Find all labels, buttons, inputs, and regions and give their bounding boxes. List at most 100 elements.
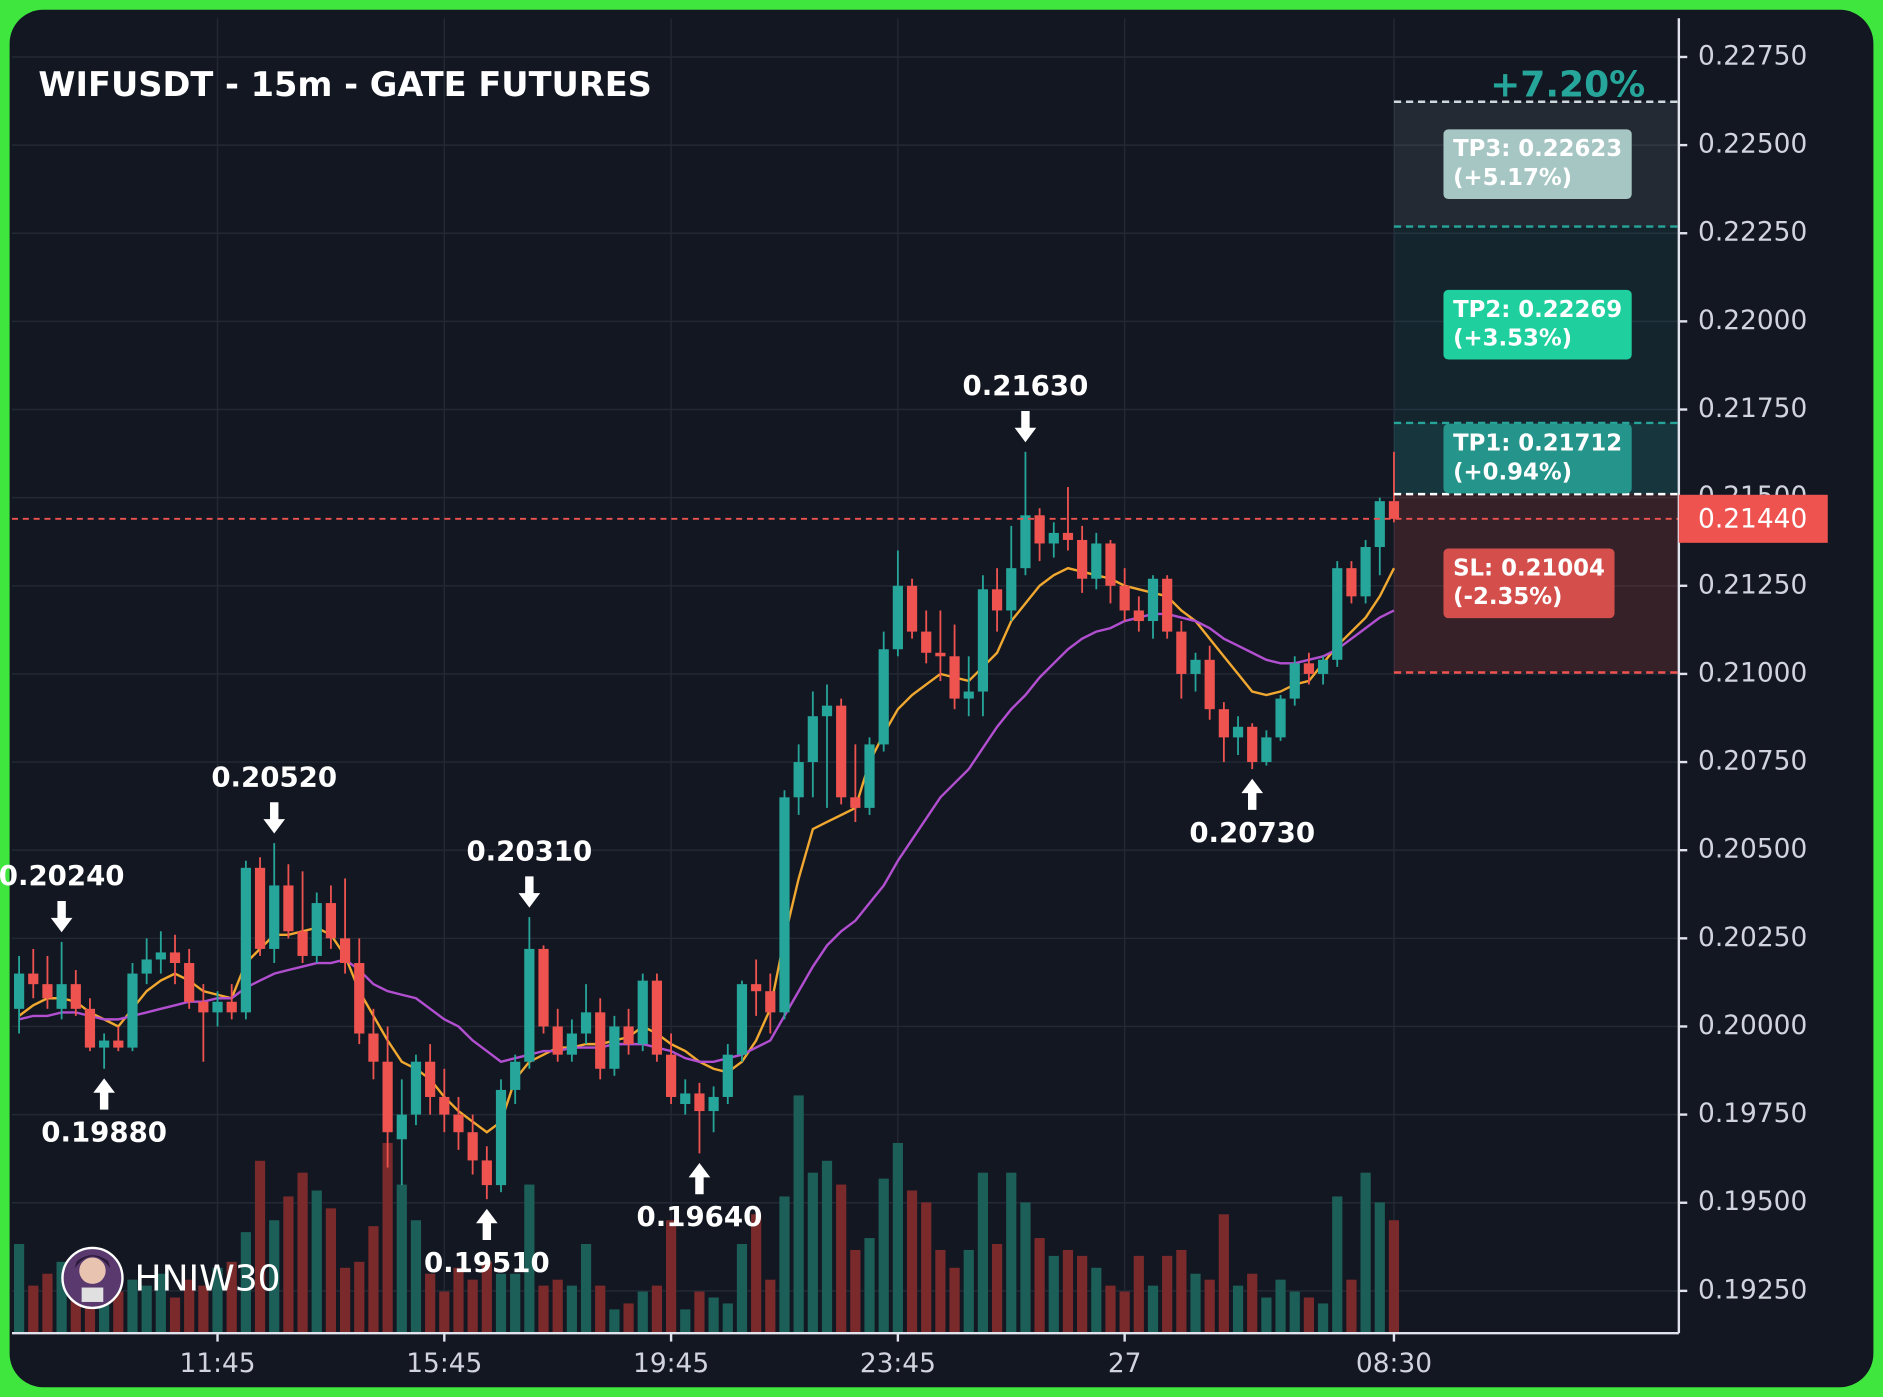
- y-tick-label: 0.19500: [1698, 1186, 1807, 1217]
- volume-bar: [906, 1190, 918, 1334]
- volume-bar: [198, 1285, 209, 1334]
- volume-bar: [1133, 1255, 1144, 1334]
- volume-bar: [637, 1291, 648, 1334]
- candle-body: [42, 984, 53, 999]
- plot: 0.19250 0.19500 0.19750 0.20000 0.20250 0.205…: [0, 18, 1828, 1379]
- volume-bar: [1077, 1255, 1088, 1334]
- volume-bar: [821, 1160, 833, 1334]
- candle-body: [113, 1040, 124, 1048]
- candle-body: [311, 903, 322, 956]
- swing-label: 0.21630: [963, 369, 1089, 402]
- candle-body: [28, 973, 39, 985]
- volume-bar: [1289, 1291, 1300, 1334]
- level-box: SL: 0.21004 (-2.35%): [1443, 548, 1615, 619]
- candle-body: [439, 1096, 450, 1115]
- candle-body: [99, 1040, 110, 1048]
- candle-body: [410, 1061, 422, 1115]
- candle-body: [892, 585, 903, 650]
- candle-body: [127, 973, 138, 1048]
- candle-body: [226, 1001, 237, 1013]
- x-tick-label: 27: [1108, 1348, 1142, 1379]
- candle-body: [13, 973, 25, 1009]
- y-tick-label: 0.22500: [1698, 129, 1807, 160]
- y-tick-label: 0.22250: [1698, 217, 1807, 248]
- candle-body: [722, 1054, 733, 1097]
- candle-body: [963, 691, 974, 699]
- candle-body: [354, 963, 365, 1034]
- volume-bar: [524, 1184, 535, 1334]
- volume-bar: [240, 1232, 251, 1334]
- volume-bar: [807, 1172, 818, 1334]
- volume-bar: [439, 1291, 450, 1334]
- candle-body: [1360, 547, 1371, 597]
- candle-body: [453, 1114, 464, 1133]
- volume-bar: [1275, 1279, 1286, 1334]
- y-tick-label: 0.20750: [1698, 746, 1807, 777]
- candle-body: [552, 1026, 563, 1055]
- volume-bar: [623, 1303, 634, 1334]
- candle-body: [510, 1061, 521, 1090]
- volume-bar: [1048, 1255, 1059, 1334]
- candle-body: [935, 652, 946, 657]
- volume-bar: [1303, 1297, 1315, 1334]
- swing-label: 0.19640: [637, 1200, 763, 1233]
- volume-bar: [892, 1142, 903, 1334]
- candle-body: [1062, 532, 1074, 540]
- watermark: HNIW30: [135, 1258, 281, 1299]
- candle-body: [524, 948, 535, 1062]
- volume-bar: [169, 1297, 181, 1334]
- volume-bar: [864, 1238, 875, 1334]
- level-label: TP2: 0.22269: [1453, 297, 1622, 323]
- candle-body: [680, 1093, 691, 1105]
- volume-bar: [963, 1249, 974, 1334]
- swing-arrow: [518, 876, 541, 908]
- candle-body: [538, 948, 549, 1027]
- volume-bar: [396, 1184, 407, 1334]
- y-tick-label: 0.20250: [1698, 922, 1807, 953]
- y-tick-label: 0.20000: [1698, 1010, 1807, 1041]
- level-pct: (+3.53%): [1453, 326, 1572, 352]
- swing-arrow: [93, 1078, 115, 1110]
- candle-body: [240, 867, 251, 1013]
- volume-bar: [453, 1267, 464, 1334]
- volume-bar: [991, 1244, 1003, 1334]
- volume-bar: [779, 1196, 790, 1334]
- y-tick-label: 0.19250: [1698, 1274, 1807, 1305]
- volume-bar: [1091, 1267, 1102, 1334]
- volume-bar: [1204, 1279, 1215, 1334]
- volume-bar: [921, 1202, 932, 1334]
- level-box: TP2: 0.22269 (+3.53%): [1443, 289, 1632, 360]
- volume-bar: [226, 1261, 237, 1334]
- volume-bar: [850, 1249, 861, 1334]
- candle-body: [1176, 631, 1187, 674]
- candle-body: [736, 984, 748, 1055]
- volume-bar: [56, 1261, 67, 1334]
- candle-body: [467, 1132, 478, 1161]
- x-tick-label: 23:45: [860, 1348, 936, 1379]
- candle-body: [283, 885, 294, 932]
- candle-body: [1261, 737, 1272, 763]
- volume-bar: [765, 1279, 776, 1334]
- candle-body: [339, 938, 351, 964]
- swing-label: 0.20310: [466, 834, 592, 867]
- candle-body: [1162, 578, 1173, 632]
- volume-bar: [354, 1261, 365, 1334]
- price-tag-label: 0.21440: [1698, 504, 1807, 535]
- volume-bar: [311, 1190, 322, 1334]
- candle-body: [991, 589, 1003, 611]
- volume-bar: [13, 1244, 25, 1334]
- volume-bar: [595, 1285, 606, 1334]
- level-box: TP1: 0.21712(+0.94%): [1443, 423, 1632, 494]
- volume-bar: [566, 1285, 577, 1334]
- swing-arrow: [1014, 410, 1037, 443]
- y-tick-label: 0.21000: [1698, 657, 1807, 688]
- candle-body: [269, 885, 280, 949]
- candle-body: [977, 589, 989, 692]
- volume-bar: [1147, 1285, 1159, 1334]
- candle-body: [1374, 501, 1385, 548]
- volume-bar: [538, 1285, 549, 1334]
- candle-body: [56, 984, 67, 1009]
- x-tick-label: 08:30: [1356, 1348, 1432, 1379]
- volume-bar: [1247, 1273, 1258, 1334]
